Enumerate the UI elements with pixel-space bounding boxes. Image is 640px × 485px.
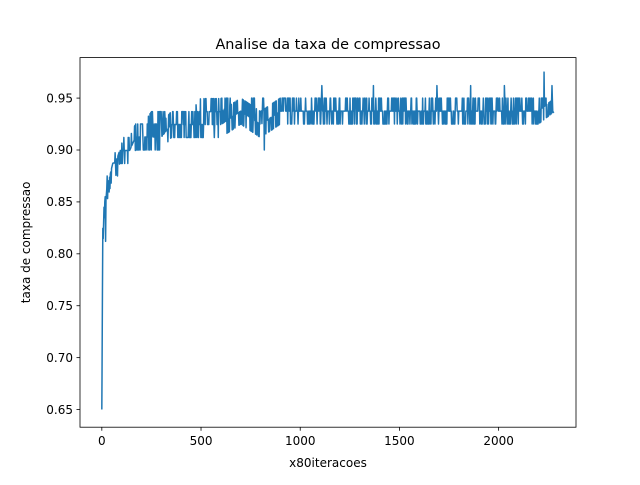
y-tick-label: 0.70 [46,351,73,365]
x-tick-label: 0 [98,434,106,448]
series-layer [101,71,555,410]
x-tick-label: 1000 [285,434,316,448]
x-tick-label: 500 [190,434,213,448]
y-tick-label: 0.85 [46,195,73,209]
axes-frame [79,57,577,428]
chart-title: Analise da taxa de compressao [215,37,440,53]
x-tick-label: 2000 [483,434,514,448]
y-tick-label: 0.80 [46,247,73,261]
y-tick-label: 0.90 [46,143,73,157]
y-axis-label: taxa de compressao [19,182,33,304]
x-axis-label: x80iteracoes [289,456,367,470]
axes-layer: 0 500 1000 1500 2000 0.65 0.70 0.75 0.80 0.85 0.90… [46,57,577,448]
series-line [101,71,555,410]
x-tick-label: 1500 [384,434,415,448]
y-tick-label: 0.75 [46,299,73,313]
y-tick-label: 0.95 [46,91,73,105]
y-tick-label: 0.65 [46,403,73,417]
